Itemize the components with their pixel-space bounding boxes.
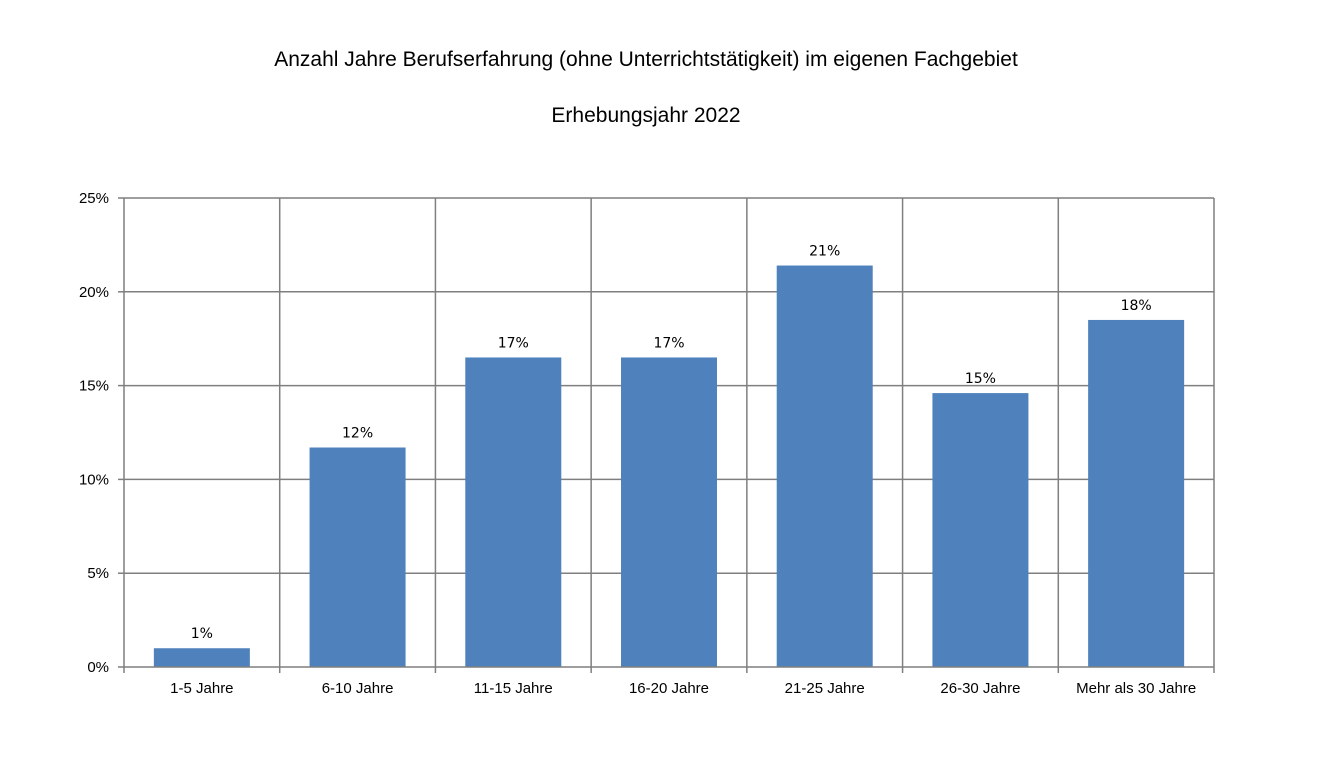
x-tick-label: 21-25 Jahre <box>785 680 865 697</box>
chart-title: Anzahl Jahre Berufserfahrung (ohne Unter… <box>274 48 1018 71</box>
data-label: 17% <box>653 335 684 351</box>
data-label: 12% <box>342 426 373 442</box>
data-label: 15% <box>965 371 996 387</box>
bar <box>776 265 873 667</box>
bar <box>932 393 1029 667</box>
x-tick-label: Mehr als 30 Jahre <box>1076 680 1196 697</box>
y-tick-label: 0% <box>87 659 109 676</box>
y-tick-label: 25% <box>79 190 109 207</box>
x-tick-label: 11-15 Jahre <box>474 680 553 697</box>
x-tick-label: 26-30 Jahre <box>940 680 1020 697</box>
x-tick-label: 6-10 Jahre <box>322 680 394 697</box>
x-tick-label: 16-20 Jahre <box>629 680 709 697</box>
data-label: 1% <box>191 626 213 642</box>
bar <box>465 357 562 667</box>
x-tick-label: 1-5 Jahre <box>170 680 233 697</box>
bar <box>153 648 250 667</box>
bar <box>621 357 717 667</box>
data-label: 18% <box>1121 298 1152 314</box>
bar <box>309 447 406 667</box>
data-label: 21% <box>809 244 840 260</box>
bar <box>1088 319 1185 667</box>
data-label: 17% <box>498 335 529 351</box>
y-tick-label: 20% <box>79 284 109 301</box>
y-tick-label: 15% <box>79 378 109 395</box>
chart-subtitle: Erhebungsjahr 2022 <box>551 104 741 127</box>
y-tick-label: 10% <box>79 471 109 488</box>
y-tick-label: 5% <box>87 565 109 582</box>
